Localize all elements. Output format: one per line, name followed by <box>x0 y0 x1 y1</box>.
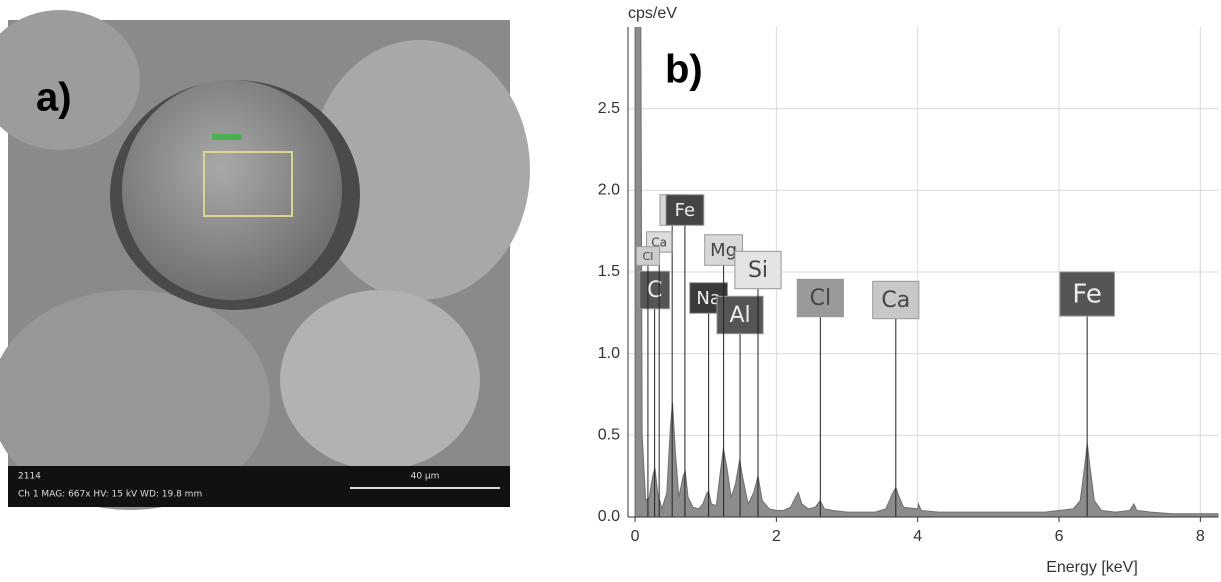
element-label: Cl <box>643 250 654 263</box>
sem-texture <box>0 290 270 510</box>
y-tick-label: 0.0 <box>598 508 620 525</box>
panel-label: b) <box>665 48 703 92</box>
y-tick-label: 2.5 <box>598 100 620 117</box>
y-tick-label: 1.5 <box>598 263 620 280</box>
sem-info-id: 2114 <box>18 472 41 482</box>
element-box <box>734 250 782 290</box>
element-box <box>639 270 670 310</box>
element-label: Cl <box>810 286 831 311</box>
element-label: C <box>647 278 662 303</box>
sem-info-line: Ch 1 MAG: 667x HV: 15 kV WD: 19.8 mm <box>18 490 202 500</box>
element-label: Si <box>748 258 768 283</box>
element-label: Ca <box>881 288 910 313</box>
element-label: Ca <box>651 236 667 250</box>
element-box <box>665 194 705 226</box>
sem-image: 2114 Ch 1 MAG: 667x HV: 15 kV WD: 19.8 m… <box>0 10 530 510</box>
sem-info-bar <box>8 466 510 507</box>
x-tick-label: 8 <box>1196 528 1205 545</box>
element-box <box>716 295 764 335</box>
element-box <box>1059 271 1115 317</box>
x-tick-label: 6 <box>1055 528 1064 545</box>
element-label: Al <box>729 303 750 328</box>
x-axis-label: Energy [keV] <box>1046 559 1138 576</box>
x-tick-label: 0 <box>631 528 640 545</box>
sem-texture <box>310 40 530 300</box>
y-tick-label: 0.5 <box>598 427 620 444</box>
element-box <box>796 278 844 318</box>
y-tick-label: 1.0 <box>598 345 620 362</box>
element-label: Fe <box>1072 280 1102 310</box>
sem-roi <box>203 151 293 217</box>
element-label: Na <box>696 288 721 309</box>
sem-texture <box>280 290 480 470</box>
element-label: Fe <box>675 200 695 221</box>
x-tick-label: 4 <box>913 528 922 545</box>
sem-sphere <box>122 80 342 300</box>
x-tick-label: 2 <box>772 528 781 545</box>
element-box <box>635 246 660 266</box>
panel-label: a) <box>36 76 72 120</box>
spectrum <box>634 27 1219 518</box>
element-label: Mg <box>710 240 737 261</box>
sem-marker <box>212 134 242 140</box>
sem-scale-text: 40 µm <box>411 472 440 482</box>
element-box <box>872 280 920 320</box>
sem-texture <box>0 10 140 150</box>
spectrum-chart: 0.00.51.01.52.02.502468CNaAlClCaFeMgSiOF… <box>598 5 1219 576</box>
y-tick-label: 2.0 <box>598 182 620 199</box>
y-axis-label: cps/eV <box>628 5 677 22</box>
